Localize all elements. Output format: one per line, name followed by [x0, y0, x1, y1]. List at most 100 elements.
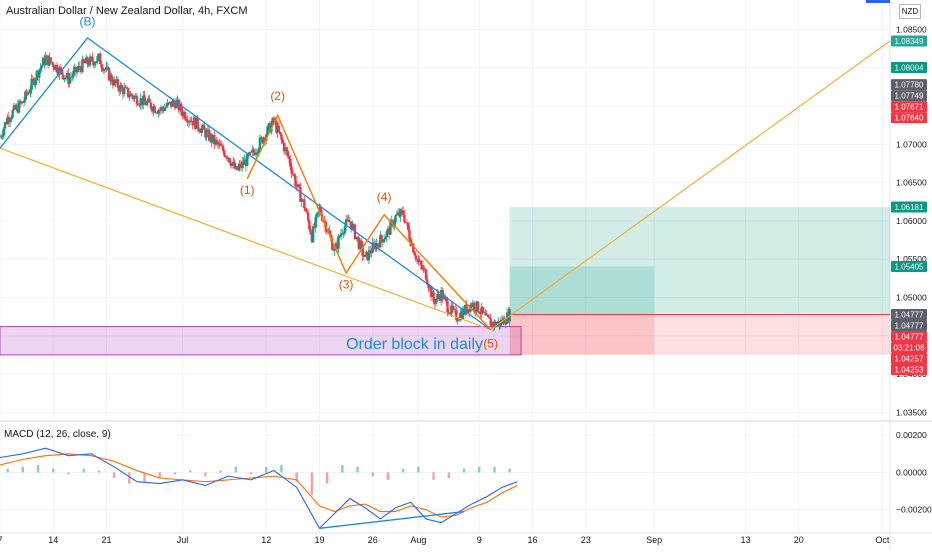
- candle-body: [389, 221, 392, 235]
- candle-body: [40, 65, 44, 68]
- candle-body: [109, 74, 112, 81]
- candle-body: [291, 173, 295, 175]
- macd-hist-bar: [82, 468, 85, 473]
- candle-body: [239, 163, 243, 168]
- candle-body: [277, 125, 281, 132]
- wave-label-5: (5): [483, 336, 498, 350]
- candle-body: [415, 259, 419, 260]
- candle-body: [124, 87, 127, 89]
- candle-body: [317, 211, 320, 214]
- candle-body: [289, 158, 292, 167]
- price-tag-label: 1.06181: [895, 203, 924, 212]
- candle-body: [107, 68, 111, 81]
- candle-body: [358, 240, 362, 249]
- candle-body: [280, 134, 283, 140]
- macd-indicator-label[interactable]: MACD (12, 26, close, 9): [4, 429, 111, 440]
- candle-body: [216, 141, 220, 145]
- price-tag-label: 1.08004: [895, 63, 924, 72]
- candle-body: [351, 223, 354, 230]
- candle-body: [254, 152, 258, 156]
- candle-body: [76, 69, 79, 73]
- macd-hist-bar: [478, 466, 481, 473]
- candle-body: [83, 61, 87, 64]
- macd-hist-bar: [97, 470, 101, 473]
- candle-body: [347, 219, 350, 223]
- candle-body: [0, 136, 3, 138]
- time-axis-label: 23: [581, 535, 591, 545]
- macd-axis-label: 0.00200: [896, 430, 927, 440]
- candle-body: [284, 147, 287, 152]
- candle-body: [105, 66, 108, 70]
- candle-body: [299, 187, 302, 202]
- candle-body: [196, 118, 199, 129]
- candle-body: [135, 95, 139, 105]
- candle-body: [379, 235, 382, 248]
- price-tag: [891, 309, 927, 321]
- candle-body: [470, 304, 473, 307]
- candle-body: [72, 70, 75, 77]
- candle-body: [225, 156, 229, 159]
- time-axis-label: 13: [740, 535, 750, 545]
- macd-hist-bar: [265, 466, 268, 473]
- price-tag-label: 1.04257: [895, 355, 924, 364]
- candle-body: [138, 104, 141, 106]
- candle-body: [479, 313, 482, 315]
- candle-body: [15, 105, 18, 110]
- candle-body: [292, 174, 296, 177]
- macd-hist-bar: [219, 470, 222, 473]
- candle-body: [7, 116, 11, 122]
- wave-label-2: (2): [270, 89, 285, 103]
- corner-accent-line: [866, 0, 890, 3]
- price-axis-label: 1.06500: [896, 178, 927, 188]
- candle-body: [144, 101, 147, 106]
- macd-hist-bar: [447, 472, 451, 478]
- candle-body: [116, 79, 120, 88]
- candle-body: [294, 176, 297, 187]
- candle-body: [481, 306, 485, 313]
- candle-body: [452, 308, 456, 310]
- candle-body: [147, 98, 150, 102]
- candle-body: [393, 222, 396, 227]
- candle-body: [437, 294, 440, 297]
- candle-body: [128, 96, 131, 98]
- candle-body: [450, 305, 453, 314]
- candle-body: [298, 184, 301, 188]
- candle-body: [139, 98, 142, 105]
- candle-body: [150, 108, 154, 112]
- macd-hist-bar: [341, 464, 344, 473]
- candle-body: [202, 124, 206, 130]
- candle-body: [194, 117, 197, 129]
- position-stop-zone2: [509, 314, 655, 355]
- candle-body: [352, 223, 355, 225]
- candle-body: [207, 129, 211, 141]
- candle-body: [149, 102, 153, 109]
- currency-badge[interactable]: NZD: [899, 4, 921, 19]
- candle-body: [129, 93, 132, 97]
- candle-body: [338, 236, 341, 237]
- candle-body: [163, 107, 167, 111]
- macd-hist-bar: [234, 466, 238, 473]
- candle-body: [73, 66, 77, 71]
- candle-body: [300, 199, 303, 202]
- candle-body: [44, 56, 47, 65]
- candle-body: [104, 69, 107, 70]
- candle-body: [427, 284, 430, 289]
- candle-body: [365, 251, 368, 255]
- candle-body: [296, 184, 300, 187]
- time-axis-label: 20: [794, 535, 804, 545]
- candle-body: [368, 250, 372, 254]
- candle-body: [286, 150, 289, 157]
- wave-label-4: (4): [377, 190, 392, 204]
- candle-body: [48, 57, 51, 66]
- price-tag: [891, 201, 927, 213]
- candle-body: [126, 87, 130, 97]
- candle-body: [494, 321, 497, 327]
- candle-body: [161, 107, 164, 110]
- wave-label-1: (1): [240, 183, 255, 197]
- candle-body: [112, 79, 116, 86]
- candle-body: [221, 145, 225, 152]
- candle-body: [332, 249, 335, 251]
- price-tag: [891, 90, 927, 102]
